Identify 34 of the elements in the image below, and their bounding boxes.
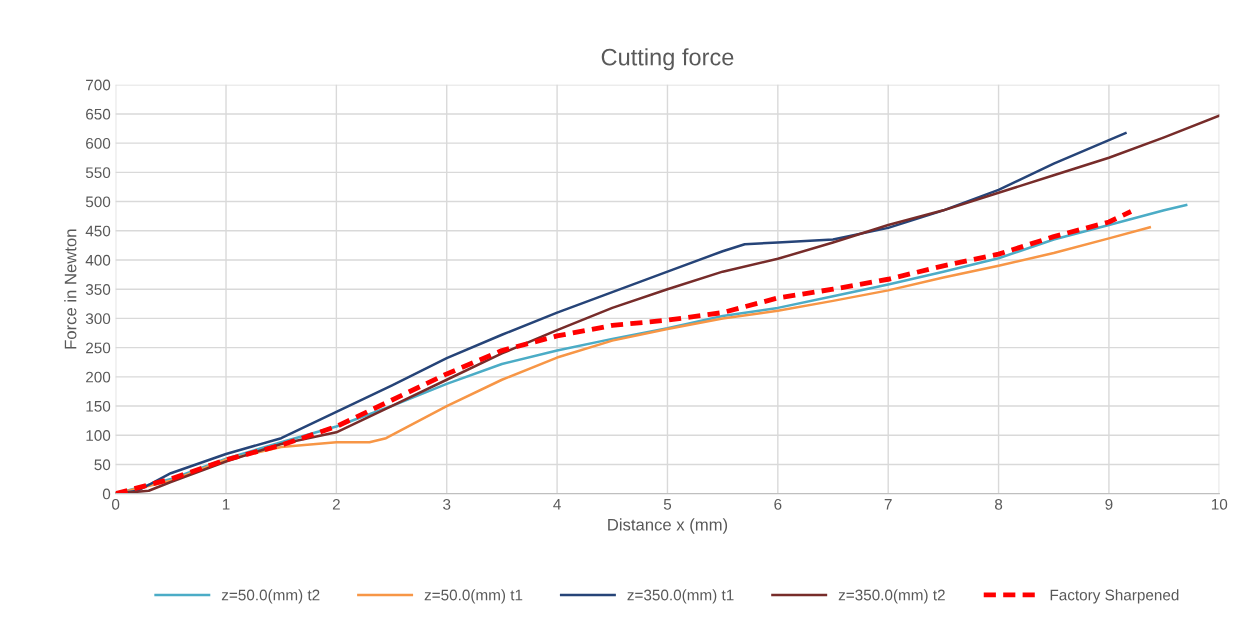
y-tick-label: 150	[86, 400, 111, 412]
y-tick-label: 550	[85, 167, 111, 179]
x-tick-label: 10	[1211, 498, 1228, 510]
y-tick-label: 0	[102, 488, 111, 500]
y-tick-label: 100	[86, 430, 111, 441]
legend-label: Factory Sharpened	[1050, 589, 1179, 604]
y-tick-label: 700	[86, 79, 111, 91]
y-tick-label: 250	[86, 342, 111, 354]
y-tick-label: 500	[85, 196, 111, 208]
y-tick-label: 50	[94, 459, 111, 471]
x-tick-label: 3	[443, 498, 451, 510]
y-tick-label: 400	[85, 254, 111, 266]
x-tick-label: 6	[774, 498, 782, 510]
legend-label: z=350.0(mm) t2	[838, 589, 945, 604]
legend-label: z=50.0(mm) t2	[221, 589, 320, 604]
y-tick-label: 350	[85, 284, 111, 295]
y-tick-label: 650	[86, 108, 111, 120]
x-tick-label: 8	[994, 498, 1003, 510]
legend-label: z=350.0(mm) t1	[627, 589, 734, 604]
x-tick-label: 0	[111, 498, 120, 510]
x-tick-label: 2	[332, 498, 340, 510]
y-axis-title: Force in Newton	[64, 229, 77, 349]
y-tick-label: 600	[86, 138, 111, 149]
x-tick-label: 5	[663, 499, 672, 510]
x-tick-label: 1	[222, 499, 230, 510]
y-tick-label: 450	[85, 225, 111, 237]
y-tick-label: 200	[86, 371, 111, 383]
x-tick-label: 7	[884, 499, 892, 510]
y-tick-label: 300	[85, 313, 111, 325]
x-tick-label: 4	[553, 499, 561, 510]
chart-title: Cutting force	[601, 48, 734, 71]
x-tick-label: 9	[1105, 498, 1113, 510]
x-axis-title: Distance x (mm)	[608, 518, 728, 534]
legend-label: z=50.0(mm) t1	[424, 589, 523, 604]
